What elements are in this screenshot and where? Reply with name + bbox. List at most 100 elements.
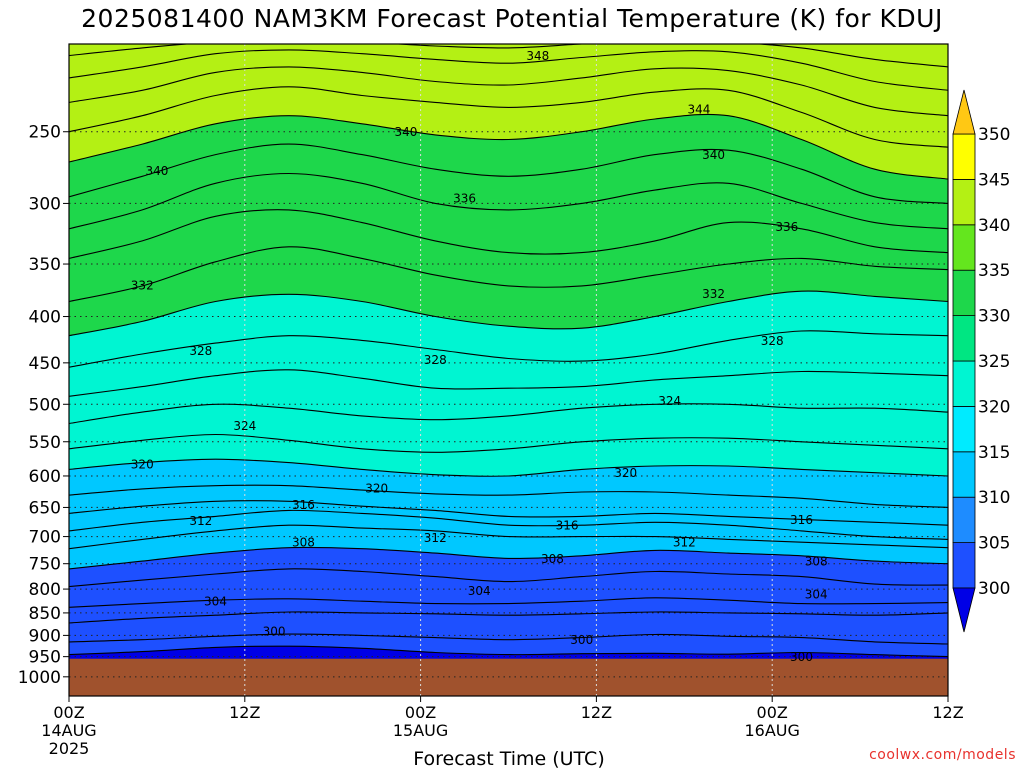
colorbar-over-arrow <box>952 89 976 135</box>
contour-label: 332 <box>131 278 154 292</box>
y-tick-label: 300 <box>29 194 61 214</box>
x-tick-label: 12Z <box>229 703 260 722</box>
contour-label-layer: 348 344 340 340 340 336 336 332 332 328 328 328 324 3… <box>131 49 828 664</box>
contour-label: 340 <box>394 125 417 139</box>
x-tick-label: 00Z <box>405 703 436 722</box>
contour-label: 320 <box>365 482 388 496</box>
y-tick-label: 250 <box>29 123 61 143</box>
isentrope-300 <box>69 645 948 658</box>
colorbar-segment <box>952 224 976 271</box>
colorbar-tick-label: 310 <box>978 488 1010 508</box>
contour-label: 308 <box>805 555 828 569</box>
contour-label: 344 <box>687 103 710 117</box>
isentrope-348 <box>69 44 948 68</box>
y-tick-label: 350 <box>29 255 61 275</box>
x-axis-title: Forecast Time (UTC) <box>413 748 604 768</box>
isentrope-332 <box>69 246 948 303</box>
contour-label: 336 <box>775 220 798 234</box>
isentrope-316 <box>69 500 948 526</box>
x-tick-date-label: 16AUG <box>744 721 799 740</box>
colorbar-segment <box>952 405 976 453</box>
contour-label: 324 <box>233 419 256 433</box>
contour-label: 304 <box>805 587 828 601</box>
colorbar-segment <box>952 360 976 407</box>
contour-label: 348 <box>526 49 549 63</box>
contour-label: 340 <box>145 164 168 178</box>
isentrope-338 <box>69 143 948 204</box>
isentrope-310 <box>69 546 948 570</box>
plot-frame <box>68 43 949 697</box>
contour-label: 324 <box>658 394 681 408</box>
colorbar-segment <box>952 269 976 317</box>
colorbar: 300 305 310 315 320 325 330 335 340 345 350 <box>952 89 1010 633</box>
colorbar-tick-label: 350 <box>978 125 1010 145</box>
contour-label: 300 <box>570 633 593 647</box>
x-tick-label: 00Z <box>757 703 788 722</box>
contour-label: 312 <box>424 531 447 545</box>
isentrope-318 <box>69 484 948 508</box>
contour-label: 328 <box>189 344 212 358</box>
grid-layer <box>69 44 948 696</box>
contour-label: 300 <box>790 650 813 664</box>
x-tick-label: 12Z <box>932 703 963 722</box>
colorbar-segment <box>952 542 976 589</box>
isentrope-302 <box>69 633 948 645</box>
y-tick-label: 950 <box>29 648 61 668</box>
contour-label: 320 <box>614 466 637 480</box>
y-tick-label: 550 <box>29 433 61 453</box>
theta-fill-layer <box>69 44 948 696</box>
contour-label: 336 <box>453 192 476 206</box>
isentrope-344 <box>69 66 948 117</box>
y-tick-label: 850 <box>29 604 61 624</box>
y-axis: 2503003504004505005506006507007508008509… <box>18 123 69 688</box>
contour-label: 304 <box>204 595 227 609</box>
isentrope-320 <box>69 458 948 477</box>
y-tick-label: 400 <box>29 308 61 328</box>
isentrope-328 <box>69 330 948 368</box>
contour-label: 308 <box>292 536 315 550</box>
x-tick-label: 12Z <box>581 703 612 722</box>
chart-title: 2025081400 NAM3KM Forecast Potential Tem… <box>81 4 943 33</box>
theta-band-above-340 <box>69 44 948 180</box>
contour-label: 300 <box>263 624 286 638</box>
contour-label: 304 <box>468 584 491 598</box>
isentrope-326 <box>69 369 948 397</box>
colorbar-tick-label: 300 <box>978 579 1010 599</box>
x-tick-date-label: 15AUG <box>393 721 448 740</box>
colorbar-tick-label: 325 <box>978 352 1010 372</box>
isentrope-304 <box>69 611 948 624</box>
isentrope-346 <box>69 49 948 91</box>
y-tick-label: 800 <box>29 580 61 600</box>
isentrope-334 <box>69 209 948 259</box>
credit-text: coolwx.com/models <box>869 747 1016 763</box>
isentrope-330 <box>69 290 948 337</box>
colorbar-tick-label: 330 <box>978 307 1010 327</box>
terrain-layer <box>69 658 948 696</box>
contour-label: 320 <box>131 457 154 471</box>
colorbar-segment <box>952 496 976 544</box>
x-tick-date-label: 14AUG <box>41 721 96 740</box>
y-tick-label: 650 <box>29 498 61 518</box>
contour-label: 316 <box>790 513 813 527</box>
colorbar-segment <box>952 315 976 362</box>
isentrope-340 <box>69 113 948 180</box>
isentrope-312 <box>69 524 948 550</box>
x-tick-year-label: 2025 <box>49 739 90 758</box>
contour-label: 328 <box>761 334 784 348</box>
contour-label: 308 <box>541 552 564 566</box>
terrain-fill <box>69 658 948 696</box>
y-tick-label: 1000 <box>18 668 61 688</box>
contour-label: 316 <box>556 519 579 533</box>
y-tick-label: 750 <box>29 555 61 575</box>
y-tick-label: 450 <box>29 354 61 374</box>
colorbar-segment <box>952 178 976 226</box>
y-tick-label: 900 <box>29 626 61 646</box>
theta-band-above-330 <box>69 44 948 336</box>
colorbar-tick-label: 335 <box>978 261 1010 281</box>
colorbar-segment <box>952 451 976 498</box>
contour-label: 332 <box>702 287 725 301</box>
contour-label: 316 <box>292 498 315 512</box>
isentrope-layer <box>69 44 948 658</box>
